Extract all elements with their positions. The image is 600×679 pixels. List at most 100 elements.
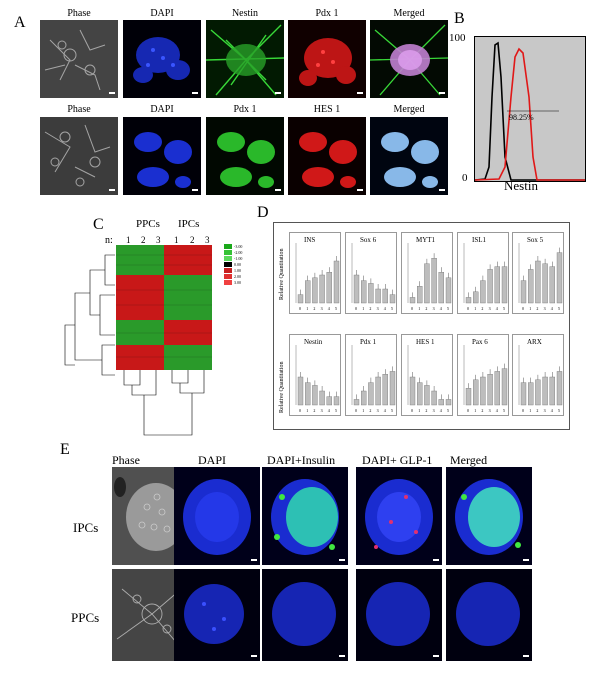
- c-legend-swatch-6: [224, 279, 232, 285]
- e-ppcs-merged-image: [446, 569, 532, 661]
- d-chart-title: Pax 6: [472, 338, 488, 346]
- d-xtick: 0: [299, 306, 301, 311]
- d-xtick: 4: [328, 408, 330, 413]
- c-col-5: 2: [190, 235, 195, 245]
- e-title-merged: Merged: [450, 453, 488, 467]
- d-xtick: 5: [447, 306, 449, 311]
- d-bar: [368, 382, 374, 406]
- d-bar: [501, 368, 508, 406]
- c-legend-swatch-4: [224, 267, 232, 273]
- d-bar: [472, 291, 479, 304]
- d-xtick: 2: [425, 408, 427, 413]
- d-xtick: 5: [391, 306, 393, 311]
- d-chart-title: Sox 5: [527, 236, 544, 244]
- d-xtick: 3: [544, 408, 546, 413]
- a-row2-title-hes1: HES 1: [313, 104, 341, 115]
- c-legend-swatch-2: [224, 255, 232, 261]
- a-row1-nestin-image: [206, 20, 284, 98]
- d-xtick: 5: [447, 408, 449, 413]
- c-legend-swatch-1: [224, 249, 232, 255]
- d-xtick: 2: [313, 306, 315, 311]
- e-row-label-ppcs: PPCs: [71, 610, 100, 625]
- c-n-label: n:: [105, 235, 113, 246]
- panel-label-b: B: [454, 10, 465, 27]
- d-xtick: 5: [558, 306, 560, 311]
- d-xtick: 2: [369, 306, 371, 311]
- d-chart-title: Pdx 1: [360, 338, 377, 346]
- a-row2-dapi-image: [123, 117, 201, 195]
- d-bar: [319, 390, 325, 406]
- d-chart-nestin: Nestin 0 1 2 3 4 5: [289, 334, 341, 416]
- c-legend-label-1: -2.00: [234, 249, 243, 255]
- e-ipcs-dapi-glp1-image: [356, 467, 442, 565]
- d-bar: [542, 263, 548, 304]
- d-bar: [535, 379, 541, 406]
- b-stat-label: 98.25%: [509, 113, 534, 122]
- d-xtick: 4: [551, 306, 553, 311]
- d-xtick: 3: [489, 306, 491, 311]
- a-row2-title-pdx1: Pdx 1: [233, 104, 257, 115]
- d-bar: [438, 272, 444, 304]
- d-bar: [416, 286, 423, 304]
- a-row1-phase-image: [40, 20, 118, 98]
- b-histogram: 98.25%: [474, 36, 586, 182]
- c-legend-label-2: -1.00: [234, 255, 243, 261]
- a-row2-hes1-image: [288, 117, 366, 195]
- c-col-6: 3: [205, 235, 210, 245]
- a-row1-dapi-image: [123, 20, 201, 98]
- d-bar: [360, 390, 367, 406]
- d-bar: [438, 399, 444, 406]
- d-bar: [375, 288, 381, 304]
- e-ipcs-merged-image: [446, 467, 532, 565]
- d-xtick: 4: [551, 408, 553, 413]
- d-bar: [389, 294, 396, 304]
- a-row2-merged-image: [370, 117, 448, 195]
- a-row2-title-phase: Phase: [67, 104, 91, 115]
- d-bar: [472, 379, 479, 406]
- d-bar: [431, 258, 437, 304]
- d-bar: [333, 396, 340, 406]
- d-chart-isl1: ISL1 0 1 2 3 4 5: [457, 232, 509, 314]
- d-chart-title: ARX: [527, 338, 542, 346]
- c-col-2: 2: [141, 235, 146, 245]
- d-bar: [360, 280, 367, 304]
- c-legend-label-3: 0.00: [234, 261, 241, 267]
- d-ylabel-row1: Relative Quantitation: [279, 248, 285, 301]
- panel-label-c: C: [93, 216, 104, 233]
- d-xtick: 4: [384, 306, 386, 311]
- d-xtick: 3: [377, 306, 379, 311]
- d-bar: [333, 260, 340, 304]
- d-bar: [424, 263, 430, 304]
- d-chart-title: MYT1: [416, 236, 436, 244]
- c-col-1: 1: [126, 235, 131, 245]
- d-bar: [424, 385, 430, 406]
- d-xtick: 3: [377, 408, 379, 413]
- d-bar: [297, 376, 304, 406]
- d-xtick: 5: [558, 408, 560, 413]
- d-bar: [465, 297, 472, 304]
- c-col-3: 3: [156, 235, 161, 245]
- c-group1-label: PPCs: [136, 218, 160, 230]
- d-xtick: 2: [425, 306, 427, 311]
- d-xtick: 4: [440, 306, 442, 311]
- d-xtick: 1: [418, 306, 420, 311]
- a-row2-title-merged: Merged: [393, 104, 425, 115]
- d-chart-title: Sox 6: [360, 236, 377, 244]
- a-row1-pdx1-image: [288, 20, 366, 98]
- d-xtick: 1: [306, 408, 308, 413]
- d-xtick: 1: [529, 306, 531, 311]
- d-bar: [549, 376, 555, 406]
- panel-label-a: A: [14, 14, 26, 31]
- d-bar: [368, 283, 374, 304]
- a-row2-title-dapi: DAPI: [150, 104, 174, 115]
- d-xtick: 0: [355, 306, 357, 311]
- d-bar: [494, 266, 500, 304]
- d-xtick: 4: [384, 408, 386, 413]
- c-legend-label-4: 1.00: [234, 267, 241, 273]
- a-row1-title-pdx1: Pdx 1: [315, 8, 339, 19]
- d-bar: [304, 382, 311, 406]
- c-legend-label-6: 3.00: [234, 279, 241, 285]
- d-xtick: 5: [335, 408, 337, 413]
